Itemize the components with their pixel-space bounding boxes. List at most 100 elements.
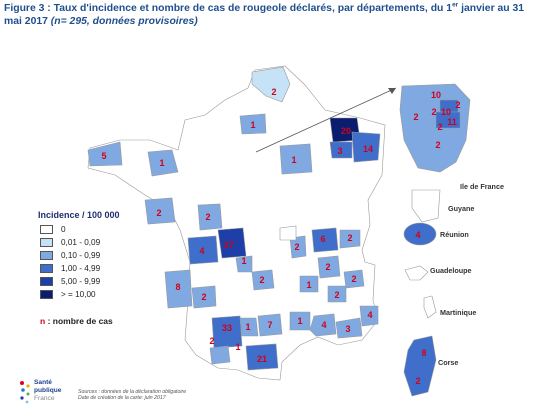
count-meurthe: 3 [337, 146, 342, 156]
legend-swatch [40, 251, 53, 260]
legend-item: > = 10,00 [40, 289, 96, 300]
inset-idf-inner [435, 111, 461, 129]
dept-drome [327, 285, 347, 303]
inset-label-reunion: Réunion [440, 230, 469, 239]
inset-corse [403, 335, 437, 397]
count-gard: 1 [297, 316, 302, 326]
inset-arrow [255, 87, 397, 153]
legend-item: 0,01 - 0,09 [40, 237, 100, 248]
inset-guadeloupe [404, 265, 429, 281]
inset-arrowhead [388, 88, 396, 94]
dept-sarthe [197, 203, 223, 231]
dept-puydome [317, 255, 341, 279]
count-alpesmar: 4 [367, 310, 372, 320]
dept-lotetgar [191, 285, 217, 309]
dept-basrhin [351, 131, 381, 163]
inset-guyane [411, 189, 441, 223]
dept-loireatl [144, 197, 176, 225]
dept-hautegaronne [211, 315, 243, 349]
count-tarn: 1 [245, 322, 250, 332]
count-pyrorient: 2 [209, 336, 214, 346]
dept-vienne [217, 227, 247, 259]
dept-bdr [335, 317, 363, 339]
inset-reunion [403, 222, 437, 246]
count-idf-d: 11 [447, 117, 457, 127]
count-finistere: 5 [101, 151, 106, 161]
dept-tarn [239, 317, 259, 337]
inset-label-martinique: Martinique [440, 308, 477, 317]
inset-label-guadeloupe: Guadeloupe [430, 266, 472, 275]
dept-aveyron [257, 313, 283, 337]
count-loireatl: 2 [156, 208, 161, 218]
count-idf-b: 2 [431, 107, 436, 117]
dept-ain [339, 229, 361, 249]
dept-mayenne [147, 149, 179, 177]
count-moselle: 20 [341, 126, 351, 136]
count-idf-e: 2 [455, 100, 460, 110]
dept-charente [187, 235, 219, 265]
legend-item: 1,00 - 4,99 [40, 263, 100, 274]
dept-aude [245, 343, 279, 371]
figure-title: Figure 3 : Taux d'incidence et nombre de… [4, 1, 525, 27]
legend-swatch [40, 290, 53, 299]
count-bdr: 3 [345, 324, 350, 334]
count-puydome: 2 [325, 262, 330, 272]
count-vaucluse: 4 [321, 320, 326, 330]
count-calvados: 1 [250, 120, 255, 130]
dept-alpesmar [359, 305, 379, 327]
logo-line3: France [34, 395, 55, 402]
count-idf-a: 2 [413, 112, 418, 122]
count-idf-f: 2 [437, 122, 442, 132]
count-lotetgar: 2 [201, 292, 206, 302]
inset-label-guyane: Guyane [448, 204, 475, 213]
count-idf-paris: 10 [431, 90, 441, 100]
legend-swatch [40, 238, 53, 247]
sante-publique-france-logo: Santé publique France [18, 378, 84, 410]
count-corse2: 2 [415, 376, 420, 386]
count-vienne: 27 [224, 240, 234, 250]
count-jura: 6 [320, 234, 325, 244]
count-gironde: 8 [175, 282, 180, 292]
count-marne: 1 [291, 155, 296, 165]
legend-item: 0 [40, 224, 66, 235]
count-hautegaronne: 33 [222, 323, 232, 333]
dept-jura [311, 227, 339, 253]
count-drome: 2 [334, 290, 339, 300]
count-mayenne: 1 [159, 158, 164, 168]
dept-maineloire [289, 235, 307, 259]
count-gers: 1 [241, 256, 246, 266]
count-charente: 4 [199, 246, 204, 256]
dept-correze [251, 269, 275, 291]
dept-vaucluse [309, 313, 337, 337]
logo-dots-icon [20, 381, 30, 404]
count-hautesavoie: 2 [351, 274, 356, 284]
dept-extra1 [235, 255, 253, 273]
count-correze: 2 [259, 275, 264, 285]
dept-marne [279, 143, 313, 175]
legend-item: 0,10 - 0,99 [40, 250, 100, 261]
source-note: Sources : données de la déclaration obli… [78, 389, 187, 402]
dept-herault [209, 345, 231, 365]
legend-swatch [40, 225, 53, 234]
dept-meurthe [329, 141, 353, 159]
france-outline [87, 65, 386, 381]
count-herault: 1 [235, 342, 240, 352]
dept-nord [251, 66, 291, 103]
count-maineloire: 2 [294, 242, 299, 252]
dept-extra2 [279, 225, 297, 241]
inset-martinique [423, 295, 437, 319]
logo-line1: Santé [34, 379, 52, 386]
count-idf-g: 2 [435, 140, 440, 150]
count-nord: 2 [271, 87, 276, 97]
dept-isere [299, 275, 319, 293]
legend-swatch [40, 277, 53, 286]
count-reunion: 4 [415, 230, 420, 240]
case-count-legend: n : nombre de cas [40, 316, 113, 326]
dept-gironde [164, 269, 193, 309]
dept-hautesavoie [343, 269, 365, 289]
count-aude: 21 [257, 354, 267, 364]
count-sarthe: 2 [205, 212, 210, 222]
logo-line2: publique [34, 387, 62, 394]
count-corse1: 8 [421, 348, 426, 358]
